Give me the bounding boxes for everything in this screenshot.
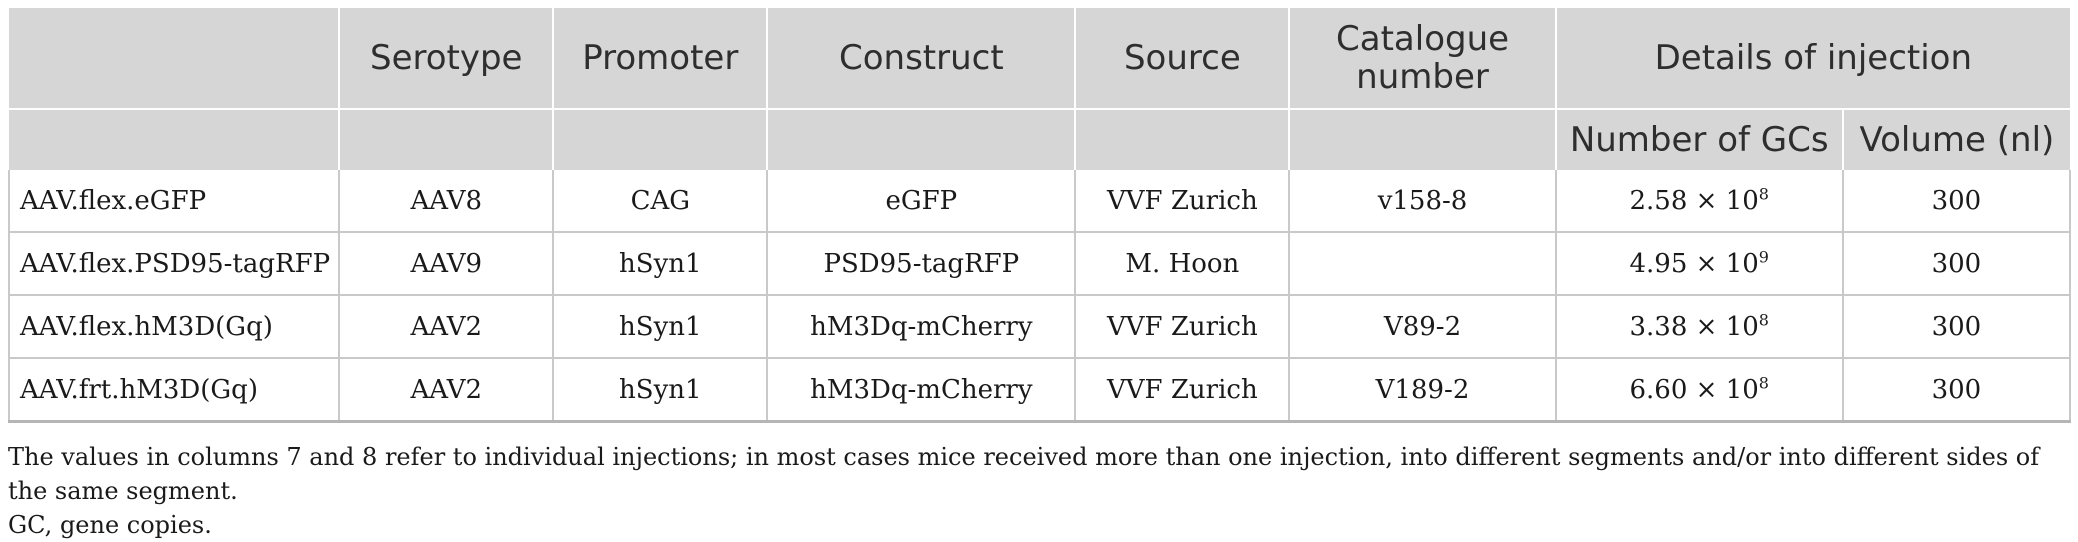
gc-exponent: 8 — [1758, 372, 1769, 392]
gc-base: 6.60 × 10 — [1629, 374, 1759, 405]
table-footnote: The values in columns 7 and 8 refer to i… — [8, 440, 2071, 542]
gc-base: 3.38 × 10 — [1629, 311, 1759, 342]
cell-construct: hM3Dq-mCherry — [766, 295, 1076, 359]
cell-catalogue: V189-2 — [1288, 358, 1556, 423]
cell-serotype: AAV2 — [338, 295, 554, 359]
cell-construct: hM3Dq-mCherry — [766, 358, 1076, 423]
cell-source: VVF Zurich — [1074, 295, 1290, 359]
cell-promoter: CAG — [552, 170, 768, 233]
cell-construct: eGFP — [766, 170, 1076, 233]
injection-table-container: Serotype Promoter Construct Source Catal… — [7, 8, 2072, 423]
cell-source: VVF Zurich — [1074, 358, 1290, 423]
table-row: AAV.flex.eGFP AAV8 CAG eGFP VVF Zurich v… — [7, 170, 2072, 233]
cell-promoter: hSyn1 — [552, 232, 768, 296]
cell-construct: PSD95-tagRFP — [766, 232, 1076, 296]
gc-exponent: 8 — [1758, 183, 1769, 203]
cell-name: AAV.flex.hM3D(Gq) — [7, 295, 340, 359]
injection-table: Serotype Promoter Construct Source Catal… — [7, 8, 2072, 423]
cell-serotype: AAV8 — [338, 170, 554, 233]
cell-catalogue: v158-8 — [1288, 170, 1556, 233]
header-details-of-injection: Details of injection — [1554, 8, 2070, 109]
cell-source: VVF Zurich — [1074, 170, 1290, 233]
subheader-blank — [9, 108, 340, 170]
cell-name: AAV.flex.eGFP — [7, 170, 340, 233]
gc-exponent: 9 — [1758, 246, 1769, 266]
subheader-volume: Volume (nl) — [1841, 108, 2070, 170]
subheader-blank — [552, 108, 768, 170]
cell-number-of-gcs: 2.58 × 108 — [1554, 170, 1843, 233]
cell-name: AAV.frt.hM3D(Gq) — [7, 358, 340, 423]
cell-volume: 300 — [1841, 295, 2072, 359]
cell-catalogue — [1288, 232, 1556, 296]
gc-base: 2.58 × 10 — [1629, 185, 1759, 216]
cell-promoter: hSyn1 — [552, 358, 768, 423]
cell-source: M. Hoon — [1074, 232, 1290, 296]
cell-catalogue: V89-2 — [1288, 295, 1556, 359]
cell-number-of-gcs: 4.95 × 109 — [1554, 232, 1843, 296]
table-row: AAV.flex.hM3D(Gq) AAV2 hSyn1 hM3Dq-mCher… — [7, 295, 2072, 359]
header-construct: Construct — [766, 8, 1076, 109]
footnote-line-1: The values in columns 7 and 8 refer to i… — [8, 443, 2040, 505]
cell-volume: 300 — [1841, 170, 2072, 233]
cell-number-of-gcs: 3.38 × 108 — [1554, 295, 1843, 359]
subheader-blank — [1288, 108, 1556, 170]
header-source: Source — [1074, 8, 1290, 109]
subheader-blank — [766, 108, 1076, 170]
cell-name: AAV.flex.PSD95-tagRFP — [7, 232, 340, 296]
cell-promoter: hSyn1 — [552, 295, 768, 359]
subheader-number-of-gcs: Number of GCs — [1554, 108, 1843, 170]
subheader-blank — [1074, 108, 1290, 170]
cell-serotype: AAV9 — [338, 232, 554, 296]
table-row: AAV.frt.hM3D(Gq) AAV2 hSyn1 hM3Dq-mCherr… — [7, 358, 2072, 423]
cell-volume: 300 — [1841, 358, 2072, 423]
gc-base: 4.95 × 10 — [1629, 248, 1759, 279]
table-row: AAV.flex.PSD95-tagRFP AAV9 hSyn1 PSD95-t… — [7, 232, 2072, 296]
cell-volume: 300 — [1841, 232, 2072, 296]
header-serotype: Serotype — [338, 8, 554, 109]
subheader-blank — [338, 108, 554, 170]
gc-exponent: 8 — [1758, 309, 1769, 329]
footnote-line-2: GC, gene copies. — [8, 511, 212, 539]
header-catalogue-number: Catalogue number — [1288, 8, 1556, 109]
cell-serotype: AAV2 — [338, 358, 554, 423]
header-blank — [9, 8, 340, 109]
header-promoter: Promoter — [552, 8, 768, 109]
cell-number-of-gcs: 6.60 × 108 — [1554, 358, 1843, 423]
